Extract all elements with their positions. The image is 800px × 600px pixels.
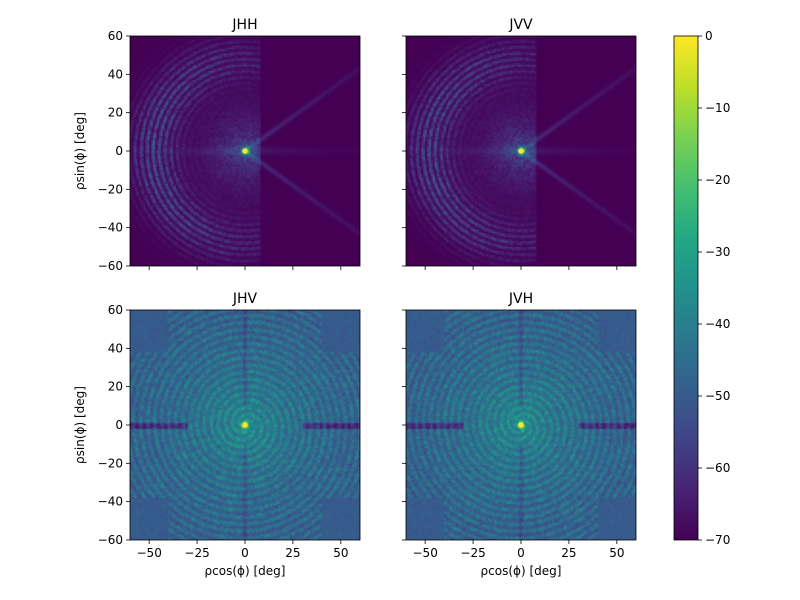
colorbar-tick-label: −70	[705, 533, 730, 547]
peak-point	[242, 422, 248, 428]
y-tick-label: −20	[98, 456, 123, 470]
subplot-jhv: JHV −50 −25 0 25 50 −60 −40 −20 0 20 40 60 ρcos(ϕ) [d…	[73, 291, 361, 578]
colorbar-tick-label: −10	[705, 101, 730, 115]
y-tick-label: 60	[108, 303, 123, 317]
y-tick-label: 0	[115, 418, 123, 432]
x-tick-label: −50	[413, 546, 438, 560]
panel-title: JVV	[508, 17, 533, 33]
x-tick-label: −25	[184, 546, 209, 560]
subplot-jhh: JHH −60 −40 −20 0 20 40 60 ρsin(ϕ) [deg]	[73, 17, 361, 273]
y-axis-label: ρsin(ϕ) [deg]	[73, 386, 87, 464]
panel-title: JHV	[232, 291, 258, 307]
colorbar-tick-label: 0	[705, 29, 713, 43]
peak-point	[518, 422, 524, 428]
x-tick-label: 0	[517, 546, 525, 560]
y-tick-label: 40	[108, 341, 123, 355]
colorbar-gradient	[674, 36, 698, 540]
y-tick-label: −60	[98, 259, 123, 273]
panel-title: JVH	[508, 291, 533, 307]
colorbar-tick-label: −60	[705, 461, 730, 475]
subplot-grid: JHH −60 −40 −20 0 20 40 60 ρsin(ϕ) [deg] JVV JHV −5…	[73, 17, 637, 578]
x-tick-label: 0	[241, 546, 249, 560]
x-axis-label: ρcos(ϕ) [deg]	[481, 564, 562, 578]
y-tick-label: 20	[108, 106, 123, 120]
y-tick-label: −40	[98, 221, 123, 235]
colorbar-tick-label: −20	[705, 173, 730, 187]
x-tick-label: 50	[333, 546, 348, 560]
colorbar-frame	[673, 35, 699, 541]
x-axis-label: ρcos(ϕ) [deg]	[205, 564, 286, 578]
x-tick-label: −50	[137, 546, 162, 560]
subplot-jvh: JVH −50 −25 0 25 50 ρcos(ϕ) [deg]	[402, 291, 637, 578]
y-tick-label: −40	[98, 495, 123, 509]
y-tick-label: −20	[98, 182, 123, 196]
colorbar-tick-label: −40	[705, 317, 730, 331]
x-tick-label: −25	[460, 546, 485, 560]
peak-point	[242, 148, 248, 154]
y-axis-label: ρsin(ϕ) [deg]	[73, 112, 87, 190]
colorbar-tick-label: −30	[705, 245, 730, 259]
x-tick-label: 50	[609, 546, 624, 560]
y-tick-label: 40	[108, 67, 123, 81]
subplot-jvv: JVV	[402, 17, 637, 270]
peak-point	[518, 148, 524, 154]
panel-title: JHH	[231, 17, 257, 33]
y-tick-label: 20	[108, 380, 123, 394]
y-tick-label: −60	[98, 533, 123, 547]
y-tick-label: 60	[108, 29, 123, 43]
x-tick-label: 25	[285, 546, 300, 560]
colorbar-tick-label: −50	[705, 389, 730, 403]
colorbar: 0 −10 −20 −30 −40 −50 −60 −70	[673, 29, 730, 547]
x-tick-label: 25	[561, 546, 576, 560]
y-tick-label: 0	[115, 144, 123, 158]
